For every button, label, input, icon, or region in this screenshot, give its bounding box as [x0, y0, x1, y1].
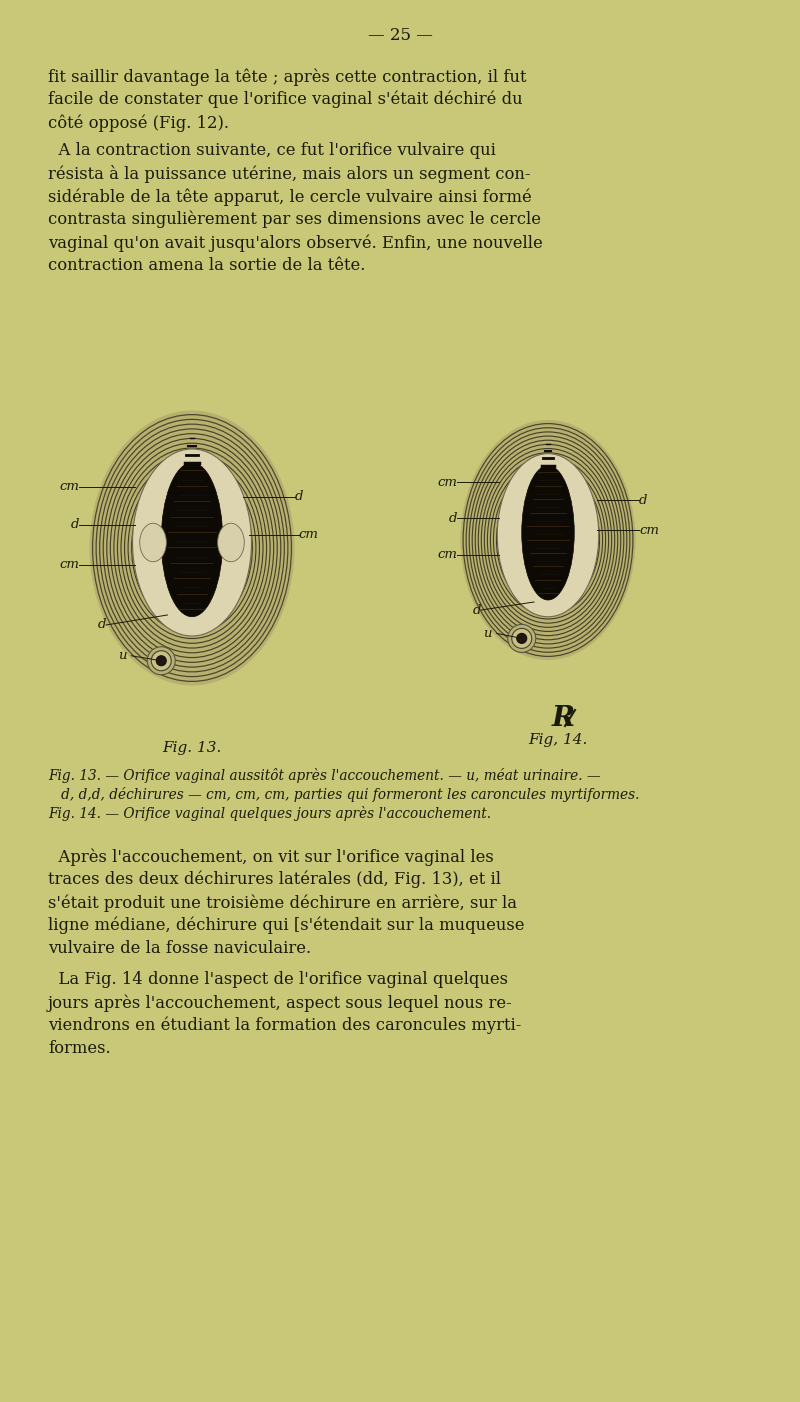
Ellipse shape — [162, 463, 222, 617]
Ellipse shape — [218, 523, 244, 562]
Text: contrasta singulièrement par ses dimensions avec le cercle: contrasta singulièrement par ses dimensi… — [48, 210, 541, 229]
Text: facile de constater que l'orifice vaginal s'était déchiré du: facile de constater que l'orifice vagina… — [48, 91, 522, 108]
Circle shape — [517, 634, 526, 644]
Text: Après l'accouchement, on vit sur l'orifice vaginal les: Après l'accouchement, on vit sur l'orifi… — [48, 848, 494, 865]
Circle shape — [512, 628, 532, 648]
Circle shape — [156, 656, 166, 666]
Text: Fig, 14.: Fig, 14. — [528, 733, 588, 747]
Text: contraction amena la sortie de la tête.: contraction amena la sortie de la tête. — [48, 257, 366, 273]
Text: u: u — [483, 627, 492, 639]
Circle shape — [508, 624, 536, 652]
Text: cm: cm — [639, 523, 659, 537]
Text: vaginal qu'on avait jusqu'alors observé. Enfin, une nouvelle: vaginal qu'on avait jusqu'alors observé.… — [48, 234, 542, 251]
Text: viendrons en étudiant la formation des caroncules myrti-: viendrons en étudiant la formation des c… — [48, 1016, 522, 1035]
Text: cm: cm — [437, 475, 457, 488]
Text: résista à la puissance utérine, mais alors un segment con-: résista à la puissance utérine, mais alo… — [48, 165, 530, 184]
Ellipse shape — [498, 454, 598, 617]
Text: traces des deux déchirures latérales (dd, Fig. 13), et il: traces des deux déchirures latérales (dd… — [48, 871, 501, 889]
Text: fit saillir davantage la tête ; après cette contraction, il fut: fit saillir davantage la tête ; après ce… — [48, 69, 526, 86]
Text: s'était produit une troisième déchirure en arrière, sur la: s'était produit une troisième déchirure … — [48, 894, 517, 911]
Text: u: u — [118, 649, 126, 662]
Ellipse shape — [461, 421, 635, 660]
Ellipse shape — [90, 411, 294, 686]
Text: cm: cm — [59, 481, 79, 494]
Text: R: R — [551, 704, 574, 732]
Text: ligne médiane, déchirure qui [s'étendait sur la muqueuse: ligne médiane, déchirure qui [s'étendait… — [48, 917, 525, 935]
Text: — 25 —: — 25 — — [367, 27, 433, 43]
Text: d: d — [639, 494, 647, 506]
Ellipse shape — [133, 449, 251, 637]
Text: Fig. 13.: Fig. 13. — [162, 742, 222, 756]
Text: Fig. 13. — Orifice vaginal aussitôt après l'accouchement. — u, méat urinaire. —: Fig. 13. — Orifice vaginal aussitôt aprè… — [48, 768, 601, 782]
Text: cm: cm — [298, 529, 318, 541]
Text: d: d — [70, 519, 79, 531]
Text: d: d — [294, 491, 303, 503]
Text: sidérable de la tête apparut, le cercle vulvaire ainsi formé: sidérable de la tête apparut, le cercle … — [48, 188, 532, 206]
Text: Fig. 14. — Orifice vaginal quelques jours après l'accouchement.: Fig. 14. — Orifice vaginal quelques jour… — [48, 806, 491, 822]
Circle shape — [151, 651, 171, 670]
Text: formes.: formes. — [48, 1040, 110, 1057]
Text: d, d,d, déchirures — cm, cm, cm, parties qui formeront les caroncules myrtiforme: d, d,d, déchirures — cm, cm, cm, parties… — [48, 787, 639, 802]
Text: cm: cm — [59, 558, 79, 572]
Circle shape — [147, 646, 175, 674]
Text: côté opposé (Fig. 12).: côté opposé (Fig. 12). — [48, 114, 229, 132]
Text: d: d — [449, 512, 457, 524]
Text: d: d — [473, 603, 482, 617]
Text: jours après l'accouchement, aspect sous lequel nous re-: jours après l'accouchement, aspect sous … — [48, 994, 513, 1011]
Text: vulvaire de la fosse naviculaire.: vulvaire de la fosse naviculaire. — [48, 939, 311, 958]
Text: A la contraction suivante, ce fut l'orifice vulvaire qui: A la contraction suivante, ce fut l'orif… — [48, 142, 496, 158]
Ellipse shape — [140, 523, 166, 562]
Text: d: d — [98, 618, 106, 631]
Text: cm: cm — [437, 548, 457, 561]
Text: La Fig. 14 donne l'aspect de l'orifice vaginal quelques: La Fig. 14 donne l'aspect de l'orifice v… — [48, 972, 508, 988]
Ellipse shape — [522, 465, 574, 600]
